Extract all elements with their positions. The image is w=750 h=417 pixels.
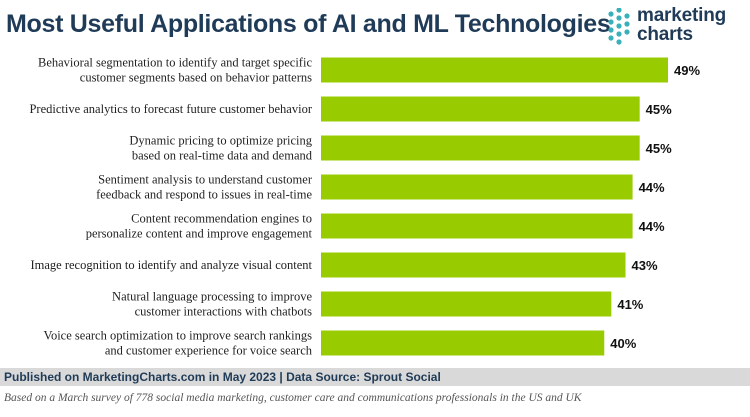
data-label: 41% bbox=[617, 297, 643, 312]
bar bbox=[321, 96, 640, 122]
bar bbox=[321, 57, 668, 83]
category-label-line: Natural language processing to improve bbox=[112, 290, 312, 304]
category-label-line: Sentiment analysis to understand custome… bbox=[98, 173, 313, 187]
bar-chart: 49% Behavioral segmentation to identify a… bbox=[29, 56, 700, 358]
logo-dot bbox=[616, 23, 622, 29]
bar bbox=[321, 252, 626, 278]
logo-dot bbox=[608, 19, 614, 25]
logo-wordmark: marketing charts bbox=[637, 6, 726, 44]
chart-title: Most Useful Applications of AI and ML Te… bbox=[6, 10, 611, 38]
data-label: 40% bbox=[610, 336, 636, 351]
category-label: Behavioral segmentation to identify and … bbox=[38, 56, 312, 85]
logo-dots-icon bbox=[608, 8, 630, 45]
category-label: Natural language processing to improve cu… bbox=[112, 290, 312, 319]
data-label: 43% bbox=[632, 258, 658, 273]
category-label: Sentiment analysis to understand custome… bbox=[96, 173, 313, 202]
category-label-line: Voice search optimization to improve sea… bbox=[44, 329, 313, 343]
logo-dot bbox=[616, 8, 622, 13]
data-label: 44% bbox=[639, 219, 665, 234]
logo-line-2: charts bbox=[637, 24, 693, 45]
category-label-line: Content recommendation engines to bbox=[131, 212, 312, 226]
logo-dot bbox=[608, 35, 614, 41]
marketingcharts-logo: marketing charts bbox=[607, 6, 747, 50]
category-label-line: customer interactions with chatbots bbox=[135, 305, 313, 319]
category-label: Content recommendation engines to persona… bbox=[86, 212, 313, 241]
footnote: Based on a March survey of 778 social me… bbox=[4, 392, 582, 404]
footer-bar: Published on MarketingCharts.com in May … bbox=[0, 368, 750, 386]
logo-dot bbox=[616, 31, 622, 37]
data-label: 45% bbox=[646, 141, 672, 156]
category-label: Dynamic pricing to optimize pricing based… bbox=[129, 134, 312, 163]
bar bbox=[321, 213, 633, 239]
logo-dot bbox=[624, 21, 630, 27]
logo-dot bbox=[616, 39, 622, 45]
logo-line-1: marketing bbox=[637, 5, 727, 26]
footer-source: Published on MarketingCharts.com in May … bbox=[4, 370, 441, 384]
category-label-line: Predictive analytics to forecast future … bbox=[29, 102, 312, 116]
category-label-line: and customer experience for voice search bbox=[105, 344, 313, 358]
data-label: 49% bbox=[674, 63, 700, 78]
category-label: Predictive analytics to forecast future … bbox=[29, 102, 312, 116]
bar bbox=[321, 135, 640, 161]
logo-dot bbox=[616, 15, 622, 21]
category-label: Voice search optimization to improve sea… bbox=[44, 329, 313, 358]
bar bbox=[321, 330, 605, 356]
logo-dot bbox=[624, 13, 630, 19]
category-label-line: personalize content and improve engageme… bbox=[86, 227, 313, 241]
data-label: 44% bbox=[639, 180, 665, 195]
logo-dot bbox=[608, 11, 614, 17]
category-label: Image recognition to identify and analyz… bbox=[30, 258, 312, 272]
category-label-line: Behavioral segmentation to identify and … bbox=[38, 56, 312, 70]
bar bbox=[321, 291, 612, 317]
category-label-line: feedback and respond to issues in real-t… bbox=[96, 188, 312, 202]
data-label: 45% bbox=[646, 102, 672, 117]
logo-dot bbox=[608, 27, 614, 33]
bar bbox=[321, 174, 633, 200]
category-label-line: based on real-time data and demand bbox=[132, 149, 313, 163]
category-label-line: customer segments based on behavior patt… bbox=[80, 71, 312, 85]
category-label-line: Dynamic pricing to optimize pricing bbox=[129, 134, 312, 148]
category-label-line: Image recognition to identify and analyz… bbox=[30, 258, 312, 272]
logo-dot bbox=[624, 29, 630, 35]
